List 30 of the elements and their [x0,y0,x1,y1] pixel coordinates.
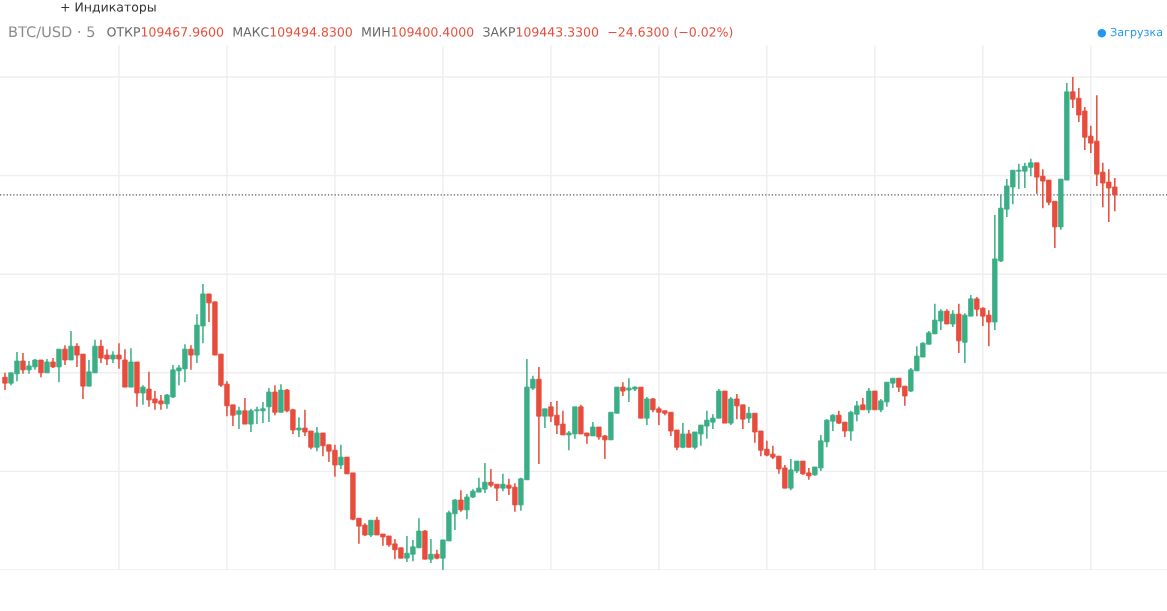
candlestick [188,344,194,371]
candlestick [140,384,146,406]
candlestick [56,348,62,383]
text: ● Загрузка [1097,27,1162,39]
candlestick [68,330,74,361]
candlestick [644,396,650,426]
candlestick [680,422,686,450]
candlestick [266,387,272,423]
candlestick [272,384,278,416]
candlestick [236,406,242,430]
candlestick [542,408,548,429]
candlestick [242,397,248,425]
candlestick [296,416,302,438]
candlestick [20,352,26,375]
candlestick [314,426,320,452]
candlestick [872,390,878,411]
text: ЗАКР109443.3300 [483,27,599,37]
text: ОТКР109467.9600 [107,27,224,37]
candlestick [278,383,284,414]
candlestick [866,387,872,415]
text: МАКС109494.8300 [233,27,352,37]
text: −24.6300 (−0.02%) [608,26,733,39]
candlestick [458,489,464,513]
candlestick [428,538,434,564]
text: МИН109400.4000 [362,27,474,37]
candlestick [338,444,344,470]
chart-title: BTC/USD · 5 [9,26,95,39]
text: + Индикаторы [61,2,156,15]
candlestick [500,473,506,492]
candlestick [62,344,68,366]
